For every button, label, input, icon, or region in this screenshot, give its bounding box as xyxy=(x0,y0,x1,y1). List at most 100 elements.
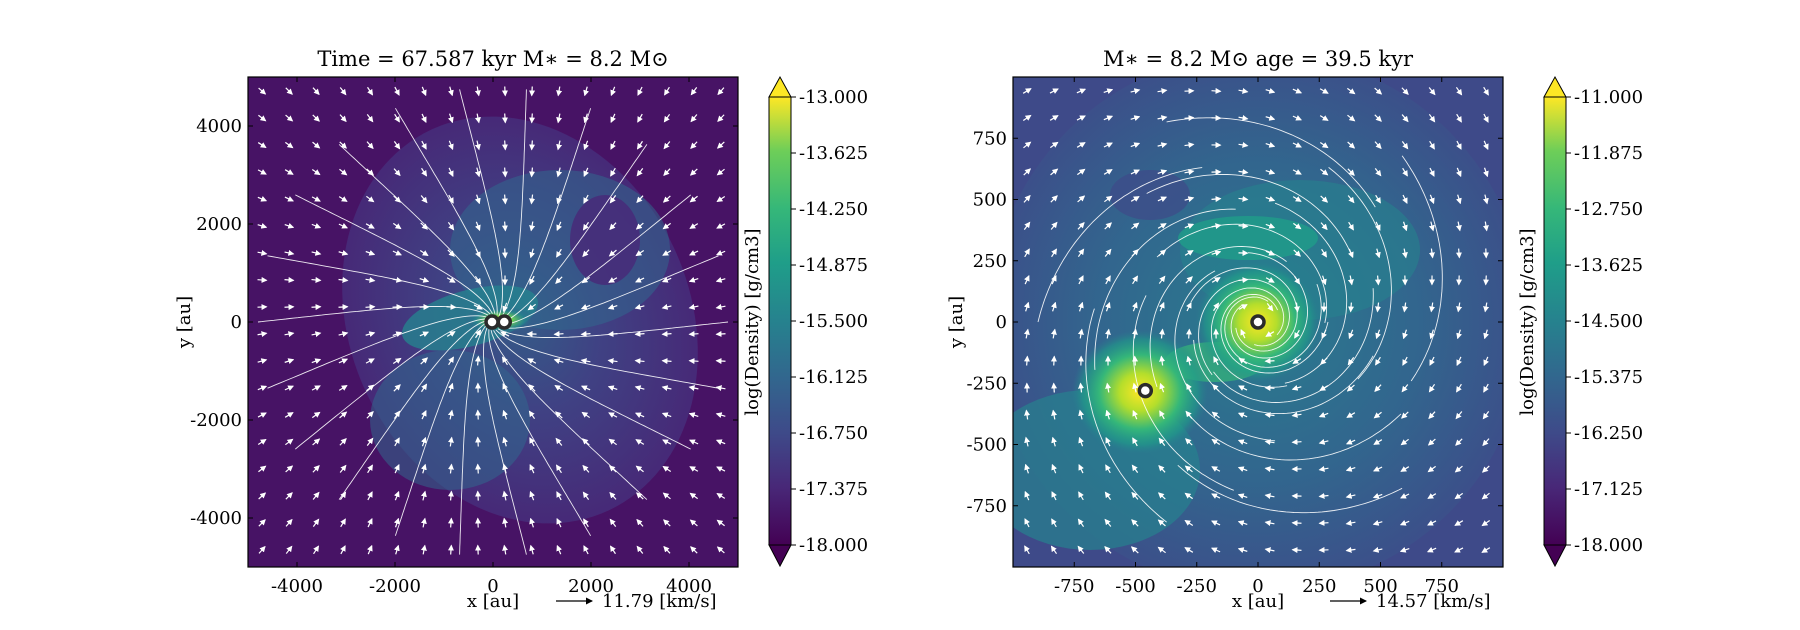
velocity-arrow xyxy=(1455,221,1462,232)
velocity-arrow xyxy=(1184,196,1195,203)
velocity-arrow xyxy=(581,438,590,446)
velocity-arrow xyxy=(1482,221,1489,232)
velocity-arrow xyxy=(1023,168,1032,176)
velocity-arrow xyxy=(1050,545,1058,555)
colorbar-tick-label: -14.500 xyxy=(1574,311,1643,332)
velocity-arrow xyxy=(1213,356,1219,366)
velocity-arrow xyxy=(500,331,510,337)
y-axis-label: y [au] xyxy=(174,296,195,349)
velocity-arrow xyxy=(716,493,726,499)
velocity-arrow xyxy=(1402,329,1409,340)
streamline xyxy=(338,320,485,500)
velocity-arrow xyxy=(1158,437,1166,446)
velocity-arrow xyxy=(285,545,293,554)
velocity-arrow xyxy=(662,439,672,445)
velocity-arrow xyxy=(583,167,589,178)
velocity-arrow xyxy=(661,385,672,392)
velocity-arrow xyxy=(1076,168,1086,176)
x-tick-label: -250 xyxy=(1177,576,1217,597)
velocity-key: 14.57 [km/s] xyxy=(1330,591,1491,612)
velocity-arrow xyxy=(690,87,698,96)
velocity-arrow xyxy=(447,221,455,231)
colorbar-gradient xyxy=(1544,97,1566,545)
colorbar-ticks: -11.000 -11.875 -12.750 -13.625 -14.500 -15.3… xyxy=(1566,87,1643,556)
velocity-key: 11.79 [km/s] xyxy=(556,591,717,612)
y-tick-label: -750 xyxy=(967,496,1007,517)
velocity-arrow xyxy=(1401,384,1409,393)
velocity-arrow xyxy=(1483,329,1490,340)
velocity-arrow xyxy=(556,113,563,124)
velocity-arrow xyxy=(1186,302,1192,312)
velocity-arrow xyxy=(1483,356,1489,367)
velocity-arrow xyxy=(285,87,293,95)
velocity-arrow xyxy=(339,168,348,176)
velocity-arrow xyxy=(447,249,455,257)
velocity-arrow xyxy=(421,113,427,123)
streamline xyxy=(1328,167,1392,380)
velocity-arrow xyxy=(312,141,321,149)
streamline xyxy=(1037,167,1203,323)
velocity-arrow xyxy=(529,248,536,259)
velocity-arrow xyxy=(663,113,671,123)
velocity-arrow xyxy=(284,222,295,229)
velocity-arrow xyxy=(1211,87,1222,94)
velocity-arrow xyxy=(257,439,267,445)
velocity-arrow xyxy=(1237,466,1248,472)
velocity-arrow xyxy=(1210,547,1221,553)
y-tick-label: 0 xyxy=(996,312,1007,333)
y-tick-label: 4000 xyxy=(196,116,242,137)
velocity-arrow xyxy=(1157,546,1166,554)
velocity-arrow xyxy=(475,248,481,258)
velocity-arrow xyxy=(311,304,322,311)
velocity-arrow xyxy=(420,195,428,204)
velocity-arrow xyxy=(501,167,508,178)
velocity-arrow xyxy=(284,141,294,149)
velocity-arrow xyxy=(1157,88,1168,95)
velocity-arrow xyxy=(1213,302,1220,312)
velocity-arrow xyxy=(661,303,672,310)
velocity-arrow xyxy=(1347,87,1356,95)
velocity-arrow xyxy=(1104,222,1112,230)
velocity-arrow xyxy=(1184,250,1194,256)
colorbar-tick-label: -14.875 xyxy=(799,255,868,276)
velocity-arrow xyxy=(1103,142,1113,148)
velocity-arrow xyxy=(716,519,725,527)
velocity-arrow xyxy=(716,466,726,472)
streamline xyxy=(394,323,486,536)
velocity-arrow xyxy=(634,330,645,337)
velocity-arrow xyxy=(420,222,429,230)
y-tick-label: 2000 xyxy=(196,214,242,235)
velocity-arrow xyxy=(554,304,564,310)
velocity-arrow xyxy=(448,194,454,204)
velocity-arrow xyxy=(1293,222,1302,230)
velocity-arrow xyxy=(1291,411,1302,418)
velocity-arrow xyxy=(553,330,564,337)
velocity-arrow xyxy=(1401,141,1409,150)
velocity-arrow xyxy=(528,410,536,420)
velocity-arrow xyxy=(394,437,400,447)
velocity-arrow xyxy=(1401,114,1409,123)
velocity-arrow xyxy=(1185,410,1193,419)
velocity-arrow xyxy=(1104,328,1111,339)
velocity-arrow xyxy=(420,463,427,474)
velocity-arrow xyxy=(338,385,348,391)
velocity-arrow xyxy=(257,196,268,202)
velocity-arrow xyxy=(1238,141,1249,148)
velocity-arrow xyxy=(1264,547,1275,554)
velocity-arrow xyxy=(1374,248,1381,259)
velocity-arrow xyxy=(634,358,645,365)
velocity-arrow xyxy=(420,490,427,501)
velocity-arrow xyxy=(367,518,373,528)
velocity-arrow xyxy=(1374,87,1383,95)
velocity-arrow xyxy=(607,385,618,392)
velocity-arrow xyxy=(1402,194,1408,204)
velocity-arrow xyxy=(1159,355,1166,366)
velocity-arrow xyxy=(258,545,266,554)
velocity-arrow xyxy=(1023,301,1030,312)
velocity-arrow xyxy=(636,492,644,500)
velocity-arrow xyxy=(608,249,617,257)
velocity-arrow xyxy=(447,409,454,420)
velocity-arrow xyxy=(1024,545,1030,555)
velocity-key-label: 14.57 [km/s] xyxy=(1376,591,1491,612)
sink-particle-marker xyxy=(1137,382,1154,399)
